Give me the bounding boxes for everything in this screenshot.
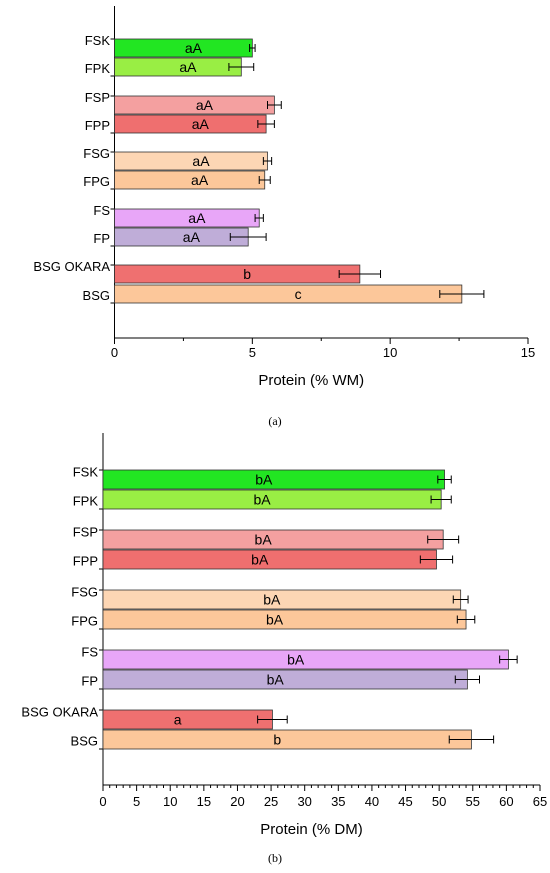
panel-b-chart: 0 5 10 15 20 25 30 35 40 45 50 55 60 65 Protein (% DM)… bbox=[21, 433, 547, 865]
x-axis-title: Protein (% WM) bbox=[258, 372, 364, 389]
x-tick-label: 55 bbox=[466, 794, 480, 809]
category-label-fpg: FPG bbox=[71, 614, 98, 629]
bar-label-bsg-okara: a bbox=[174, 712, 182, 728]
category-label-fpp: FPP bbox=[85, 118, 110, 133]
x-tick-label: 25 bbox=[264, 794, 278, 809]
bar-label-fpk: bA bbox=[254, 492, 272, 508]
category-label-fsp: FSP bbox=[73, 525, 98, 540]
bar-fs bbox=[102, 649, 509, 670]
bar-bsg bbox=[102, 729, 472, 750]
bar-label-fsk: bA bbox=[255, 472, 273, 488]
bar-label-fsp: aA bbox=[196, 97, 214, 113]
bar-fsk bbox=[114, 38, 253, 58]
x-axis-title: Protein (% DM) bbox=[260, 821, 363, 838]
category-label-fsk: FSK bbox=[73, 465, 99, 480]
category-label-fp: FP bbox=[93, 231, 110, 246]
bar-fpp bbox=[102, 549, 437, 570]
bar-label-fs: aA bbox=[188, 210, 206, 226]
bar-fpk bbox=[102, 489, 442, 510]
bar-fpg bbox=[114, 170, 266, 190]
bar-fpg bbox=[102, 609, 467, 630]
bar-label-fp: aA bbox=[183, 229, 201, 245]
bar-label-bsg: c bbox=[295, 286, 302, 302]
x-tick-label: 30 bbox=[297, 794, 311, 809]
panel-label: (a) bbox=[268, 414, 281, 428]
bar-fpp bbox=[114, 114, 267, 134]
bar-fp bbox=[102, 669, 468, 690]
bar-fp bbox=[114, 227, 249, 247]
bar-label-bsg: b bbox=[273, 732, 281, 748]
bar-fsg bbox=[114, 151, 268, 171]
bar-label-fsg: bA bbox=[263, 592, 281, 608]
x-tick-label: 35 bbox=[331, 794, 345, 809]
category-label-bsg-okara: BSG OKARA bbox=[21, 705, 98, 720]
category-label-fs: FS bbox=[81, 645, 98, 660]
x-tick-label: 15 bbox=[521, 345, 535, 360]
bar-label-fsp: bA bbox=[255, 532, 273, 548]
category-label-bsg: BSG bbox=[83, 288, 110, 303]
category-label-fsp: FSP bbox=[85, 90, 110, 105]
category-label-fp: FP bbox=[81, 674, 98, 689]
x-tick-label: 0 bbox=[99, 794, 106, 809]
bar-label-fpp: bA bbox=[251, 552, 269, 568]
category-label-fpp: FPP bbox=[73, 554, 98, 569]
bar-fsg bbox=[102, 589, 462, 610]
category-label-bsg-okara: BSG OKARA bbox=[33, 259, 110, 274]
bar-fsk bbox=[102, 469, 445, 490]
x-tick-label: 10 bbox=[163, 794, 177, 809]
x-tick-label: 20 bbox=[230, 794, 244, 809]
category-label-fpk: FPK bbox=[85, 61, 111, 76]
category-label-fsg: FSG bbox=[71, 585, 98, 600]
x-tick-label: 65 bbox=[533, 794, 547, 809]
category-label-fpk: FPK bbox=[73, 494, 99, 509]
x-tick-label: 0 bbox=[111, 345, 118, 360]
bar-label-fpg: bA bbox=[266, 612, 284, 628]
x-tick-label: 5 bbox=[133, 794, 140, 809]
x-tick-label: 40 bbox=[365, 794, 379, 809]
bar-bsg-okara bbox=[114, 264, 361, 284]
bar-label-fp: bA bbox=[267, 672, 285, 688]
x-tick-label: 5 bbox=[249, 345, 256, 360]
bar-fsp bbox=[102, 529, 444, 550]
bar-fs bbox=[114, 208, 260, 228]
category-label-fpg: FPG bbox=[83, 174, 110, 189]
panel-a-chart: 0 5 10 15 Protein (% WM) (a) FSK aA FPK aA FSP aA FP… bbox=[33, 6, 535, 428]
bar-label-fs: bA bbox=[287, 652, 305, 668]
bar-bsg bbox=[114, 284, 463, 304]
x-tick-label: 15 bbox=[197, 794, 211, 809]
bar-label-fpk: aA bbox=[179, 59, 197, 75]
x-tick-label: 10 bbox=[383, 345, 397, 360]
x-tick-label: 45 bbox=[398, 794, 412, 809]
category-label-fs: FS bbox=[93, 203, 110, 218]
x-tick-label: 60 bbox=[499, 794, 513, 809]
category-label-fsk: FSK bbox=[85, 33, 111, 48]
category-label-bsg: BSG bbox=[71, 734, 98, 749]
bar-label-fsg: aA bbox=[192, 153, 210, 169]
bar-label-bsg-okara: b bbox=[243, 266, 251, 282]
bar-fsp bbox=[114, 95, 275, 115]
x-tick-label: 50 bbox=[432, 794, 446, 809]
bar-bsg-okara bbox=[102, 709, 273, 730]
bar-label-fpg: aA bbox=[191, 172, 209, 188]
category-label-fsg: FSG bbox=[83, 146, 110, 161]
bar-fpk bbox=[114, 57, 242, 77]
panel-label: (b) bbox=[268, 851, 282, 865]
bar-label-fsk: aA bbox=[185, 40, 203, 56]
bar-label-fpp: aA bbox=[192, 116, 210, 132]
